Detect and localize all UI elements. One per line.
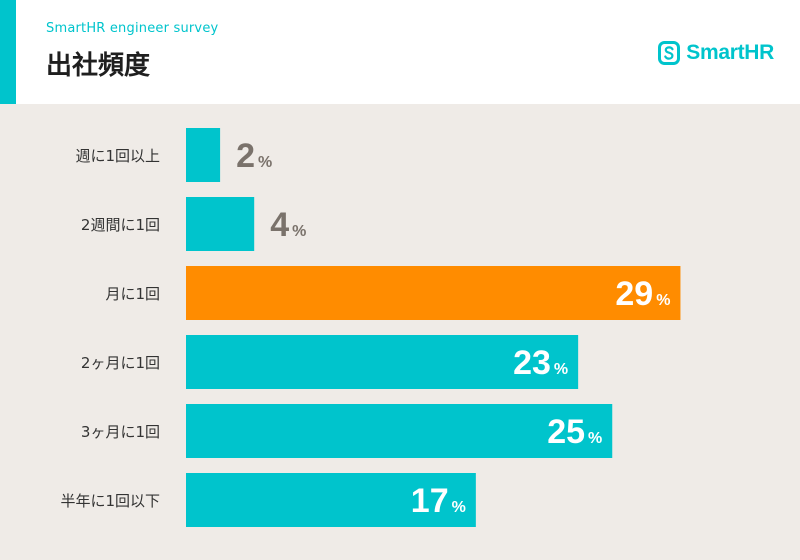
value-number: 17 <box>411 482 449 520</box>
bar-chart: 週に1回以上 2 % 2週間に1回 4 % 月に1回 29 % 2ヶ月に1回 23 % 3ヶ月に1回 25… <box>60 128 681 527</box>
category-label: 2週間に1回 <box>81 216 160 234</box>
page-title: 出社頻度 <box>46 51 151 81</box>
category-label: 半年に1回以下 <box>60 492 160 510</box>
smarthr-logo-icon <box>658 41 681 65</box>
value-number: 25 <box>547 413 585 451</box>
value-unit: % <box>588 430 602 447</box>
value-unit: % <box>554 361 568 378</box>
value-number: 4 <box>270 206 289 244</box>
value-number: 23 <box>513 344 551 382</box>
category-label: 月に1回 <box>105 285 160 303</box>
brand-logo: SmartHR <box>658 40 774 66</box>
bar <box>186 128 221 182</box>
survey-subtitle: SmartHR engineer survey <box>46 21 219 36</box>
value-unit: % <box>452 499 466 516</box>
value-unit: % <box>656 292 670 309</box>
value-label: 29% <box>615 275 670 313</box>
value-number: 2 <box>236 137 255 175</box>
category-label: 3ヶ月に1回 <box>81 423 160 441</box>
value-label: 17% <box>411 482 466 520</box>
bar <box>186 197 255 251</box>
bar <box>186 473 476 527</box>
value-unit: % <box>258 154 272 171</box>
value-label: 2% <box>236 137 272 175</box>
value-unit: % <box>292 223 306 240</box>
value-label: 4% <box>270 206 306 244</box>
accent-strip <box>0 0 16 104</box>
bar <box>186 404 613 458</box>
bar <box>186 266 681 320</box>
value-label: 23% <box>513 344 568 382</box>
category-label: 週に1回以上 <box>75 147 160 165</box>
value-number: 29 <box>615 275 653 313</box>
brand-name: SmartHR <box>686 41 774 64</box>
category-label: 2ヶ月に1回 <box>81 354 160 372</box>
value-label: 25% <box>547 413 602 451</box>
bar <box>186 335 579 389</box>
header: SmartHR engineer survey 出社頻度 SmartHR <box>0 0 800 104</box>
